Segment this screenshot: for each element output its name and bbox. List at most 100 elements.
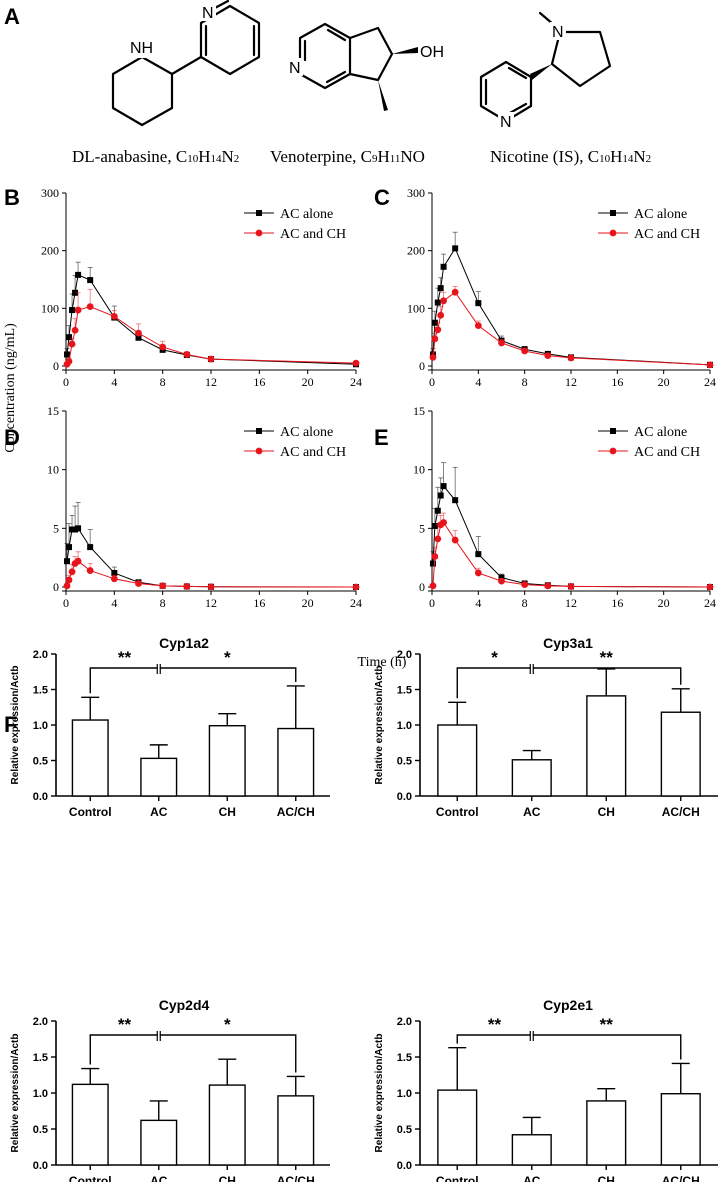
y-tick-label: 0.5	[397, 1124, 412, 1136]
significance-mark-left: *	[491, 648, 498, 667]
caption-anabasine: DL-anabasine, C10H14N2	[72, 147, 239, 166]
legend-label: AC and CH	[280, 445, 346, 460]
n-atom-label: N	[500, 114, 512, 131]
n-atom-mask-2	[287, 58, 303, 76]
x-tick-label: 12	[565, 596, 577, 610]
chart-title: Cyp3a1	[543, 635, 593, 651]
data-point	[498, 574, 505, 581]
data-point	[434, 535, 442, 543]
legend-marker	[256, 210, 262, 216]
bar	[586, 1100, 627, 1166]
series-line	[66, 527, 357, 588]
x-tick-label: Control	[69, 1174, 112, 1182]
y-axis-label: Relative expression/Actb	[10, 1034, 21, 1153]
data-point	[437, 311, 445, 319]
x-tick-label: 4	[475, 375, 481, 389]
y-tick-label: 1.5	[33, 1052, 48, 1064]
significance-mark-left: **	[488, 1015, 502, 1034]
data-point	[87, 544, 94, 551]
pyridine-ring	[298, 22, 352, 90]
y-tick-label: 1.0	[33, 1088, 48, 1100]
data-point	[474, 322, 482, 330]
nicotine-structure: N N	[479, 11, 612, 131]
data-point	[110, 313, 118, 320]
data-point	[431, 319, 438, 326]
data-point	[135, 329, 142, 337]
x-tick-label: 8	[160, 375, 166, 389]
data-point	[64, 558, 71, 565]
y-tick-label: 0.0	[33, 791, 48, 803]
pyridine-ring	[479, 60, 533, 123]
y-tick-label: 100	[41, 301, 59, 315]
series-line	[66, 274, 357, 365]
x-tick-label: 8	[160, 596, 166, 610]
data-point	[475, 551, 482, 558]
data-point	[74, 557, 82, 565]
y-tick-label: 100	[407, 301, 425, 315]
y-tick-label: 0	[53, 580, 59, 594]
x-tick-label: AC	[523, 1174, 541, 1182]
y-tick-label: 5	[419, 521, 425, 535]
data-point	[65, 357, 73, 365]
chart-title: Cyp2d4	[159, 997, 210, 1013]
series-line	[432, 247, 711, 366]
legend-marker	[609, 229, 617, 237]
legend-marker	[255, 447, 263, 455]
data-point	[434, 299, 441, 306]
x-tick-label: 24	[704, 375, 716, 389]
x-tick-label: AC	[523, 805, 541, 819]
data-point	[431, 335, 439, 343]
data-point	[440, 297, 447, 305]
data-point	[434, 507, 441, 514]
panel-label-a: A	[4, 4, 20, 29]
bar	[208, 1084, 246, 1166]
x-tick-label: AC/CH	[277, 805, 315, 819]
data-point	[183, 351, 191, 358]
x-tick-label: 16	[611, 375, 623, 389]
data-point	[452, 245, 459, 252]
bar	[660, 711, 701, 797]
y-tick-label: 0	[419, 580, 425, 594]
legend-label: AC alone	[280, 207, 333, 222]
data-point	[207, 355, 215, 363]
bar	[660, 1093, 701, 1166]
data-point	[521, 347, 529, 355]
x-tick-label: 8	[522, 375, 528, 389]
data-point	[69, 307, 76, 314]
x-tick-label: 24	[350, 375, 362, 389]
data-point	[440, 519, 447, 526]
cyclopentane-ring	[348, 26, 394, 82]
significance-bracket-left	[89, 1034, 158, 1065]
data-point	[69, 526, 76, 533]
bar	[277, 727, 315, 797]
panel-label-d: D	[4, 425, 20, 450]
y-tick-label: 0	[53, 359, 59, 373]
bar	[437, 724, 478, 797]
data-point	[706, 361, 714, 369]
series-line	[432, 291, 711, 366]
stereo-wedge-bond	[530, 64, 552, 80]
n-atom-mask-3	[550, 22, 566, 40]
methyl-wedge-bond	[378, 80, 388, 111]
x-tick-label: AC/CH	[277, 1174, 315, 1182]
data-point	[159, 582, 167, 590]
x-tick-label: 4	[111, 375, 117, 389]
y-tick-label: 5	[53, 521, 59, 535]
x-tick-label: CH	[598, 805, 615, 819]
series-line	[66, 306, 357, 365]
x-tick-label: 0	[429, 375, 435, 389]
pyridine-ring	[199, 4, 261, 76]
data-point	[352, 583, 360, 591]
data-point	[64, 351, 71, 358]
data-point	[474, 569, 482, 577]
x-tick-label: 0	[63, 596, 69, 610]
pyridine-double-bonds	[484, 66, 528, 116]
x-tick-label: 16	[611, 596, 623, 610]
data-point	[75, 525, 82, 532]
legend-label: AC and CH	[634, 445, 700, 460]
x-tick-label: Control	[69, 805, 112, 819]
n-atom-mask-4	[498, 112, 514, 130]
x-tick-label: AC	[150, 805, 168, 819]
data-point	[567, 354, 575, 362]
